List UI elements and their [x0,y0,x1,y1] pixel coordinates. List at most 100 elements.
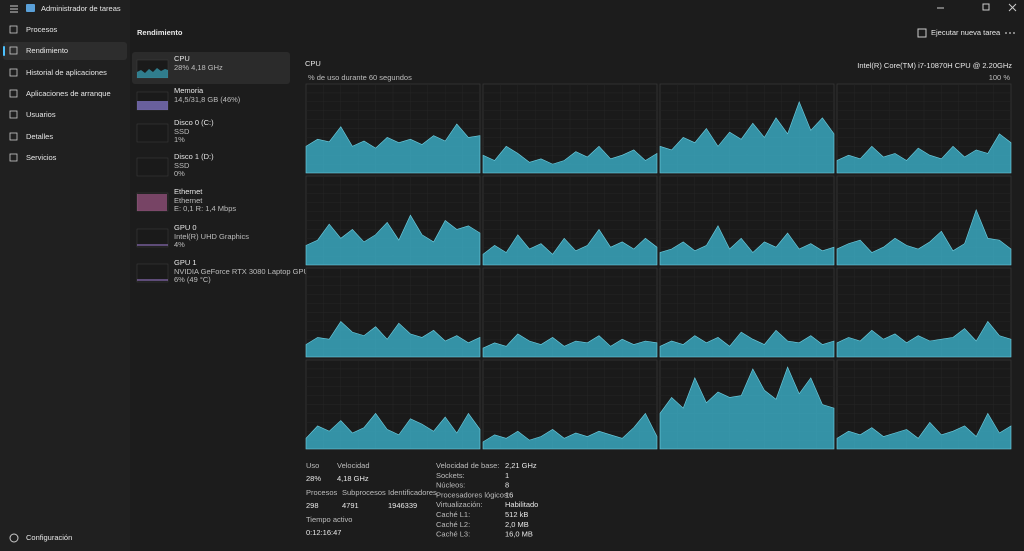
device-thumb [136,157,169,177]
stat-label: Procesos [306,488,338,497]
detail-label: Procesadores lógicos: [436,490,510,499]
header-bar [130,18,1024,46]
stat-value: 28% [306,474,321,483]
detail-label: Caché L2: [436,520,470,529]
detail-value: 16 [505,490,513,499]
device-detail: 6% (49 °C) [174,275,211,284]
graph-label: % de uso durante 60 segundos [308,73,412,82]
core-usage [482,228,658,266]
detail-label: Virtualización: [436,500,483,509]
core-usage [305,412,481,450]
nav-item[interactable]: Detalles [26,132,53,141]
detail-value: 8 [505,481,509,490]
core-usage [836,412,1012,450]
detail-value: 16,0 MB [505,530,533,539]
header-title: Rendimiento [137,28,183,37]
stat-label: Tiempo activo [306,515,352,524]
detail-value: 2,21 GHz [505,461,537,470]
core-usage [482,412,658,450]
core-usage [305,123,481,174]
core-usage [482,333,658,358]
detail-label: Caché L3: [436,530,470,539]
device-detail: 0% [174,169,185,178]
app-icon [26,4,35,12]
device-detail: Ethernet [174,196,203,205]
settings-icon[interactable] [9,533,19,543]
detail-label: Velocidad de base: [436,461,499,470]
nav-icon [9,110,18,119]
detail-value: Habilitado [505,500,538,509]
device-thumb [136,123,169,143]
nav-item[interactable]: Procesos [26,25,58,34]
detail-label: Núcleos: [436,481,465,490]
device-name[interactable]: Disco 0 (C:) [174,118,214,127]
core-usage [659,366,835,450]
nav-icon [9,46,18,55]
device-thumb [136,228,169,248]
settings[interactable]: Configuración [26,533,72,542]
device-name[interactable]: Ethernet [174,187,203,196]
device-selected[interactable] [132,52,290,84]
stat-label: Velocidad [337,461,370,470]
stat-value: 1946339 [388,501,417,510]
cpu-model: Intel(R) Core(TM) i7-10870H CPU @ 2.20GH… [857,61,1012,70]
nav-item[interactable]: Usuarios [26,110,56,119]
nav-item[interactable]: Aplicaciones de arranque [26,89,111,98]
device-name[interactable]: Disco 1 (D:) [174,152,214,161]
close[interactable] [1008,3,1017,12]
more[interactable] [1005,32,1015,34]
core-usage [659,100,835,174]
run-task[interactable]: Ejecutar nueva tarea [931,28,1001,37]
nav-icon [9,132,18,141]
nav-item[interactable]: Rendimiento [26,46,68,55]
core-usage [305,214,481,266]
device-name[interactable]: GPU 0 [174,223,197,232]
detail-value: 1 [505,471,509,480]
device-detail: SSD [174,127,190,136]
maximize[interactable] [982,3,990,11]
stat-value: 4791 [342,501,359,510]
detail-value: 512 kB [505,510,528,519]
hamburger[interactable] [10,5,18,13]
device-detail: 28% 4,18 GHz [174,63,223,72]
nav-icon [9,68,18,77]
core-usage [836,320,1012,358]
nav-icon [9,153,18,162]
nav-icon [9,25,18,34]
run-task-icon[interactable] [917,28,927,38]
cpu-title: CPU [305,59,321,68]
device-detail: 14,5/31,8 GB (46%) [174,95,241,104]
nav-selected [3,42,127,60]
device-detail: NVIDIA GeForce RTX 3080 Laptop GPU [174,267,309,276]
device-thumb [136,263,169,283]
detail-label: Sockets: [436,471,465,480]
core-usage [836,133,1012,174]
stat-label: Subprocesos [342,488,386,497]
nav-item[interactable]: Historial de aplicaciones [26,68,107,77]
device-detail: SSD [174,161,190,170]
device-name[interactable]: GPU 1 [174,258,197,267]
device-detail: Intel(R) UHD Graphics [174,232,249,241]
stat-label: Uso [306,461,319,470]
core-usage [659,225,835,266]
stat-value: 0:12:16:47 [306,528,341,537]
core-usage [305,320,481,358]
device-name[interactable]: Memoria [174,86,204,95]
window-title: Administrador de tareas [41,4,121,13]
sidebar [0,0,130,551]
device-name[interactable]: CPU [174,54,190,63]
stat-label: Identificadores [388,488,437,497]
max-label: 100 % [989,73,1011,82]
nav-item[interactable]: Servicios [26,153,57,162]
core-usage [482,145,658,174]
core-usage [659,329,835,358]
stat-value: 4,18 GHz [337,474,369,483]
detail-label: Caché L1: [436,510,470,519]
detail-value: 2,0 MB [505,520,529,529]
device-detail: 1% [174,135,185,144]
stat-value: 298 [306,501,319,510]
nav-icon [9,89,18,98]
